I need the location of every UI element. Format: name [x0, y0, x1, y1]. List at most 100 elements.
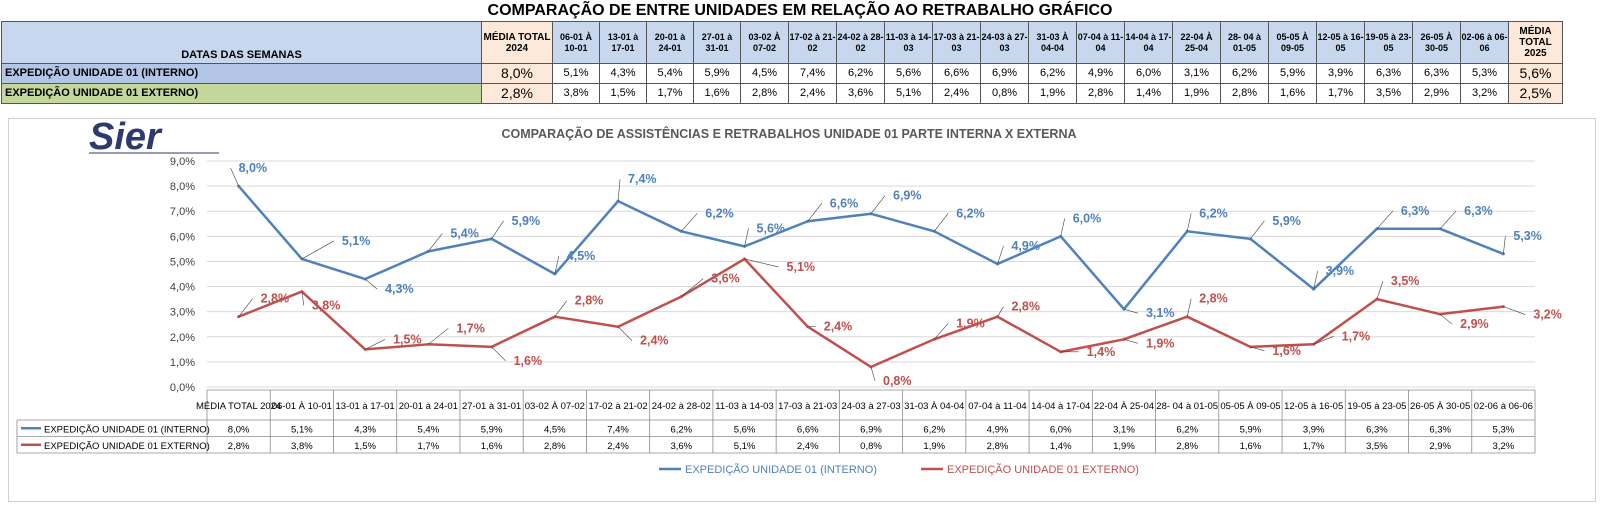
data-label: 3,1% — [1146, 306, 1175, 320]
table-value: 6,3% — [1429, 424, 1451, 435]
data-label-leader — [364, 278, 378, 290]
data-point — [995, 315, 999, 319]
x-category-label: 26-05 À 30-05 — [1410, 401, 1470, 412]
row-week-value: 1,5% — [599, 83, 647, 104]
header-avg-2025: MÉDIA TOTAL 2025 — [1508, 21, 1563, 64]
data-label: 1,6% — [1272, 344, 1301, 358]
data-label-leader — [934, 323, 949, 340]
table-value: 3,8% — [291, 441, 313, 452]
data-label-leader — [617, 326, 633, 341]
x-category-label: 28- 04 à 01-05 — [1156, 401, 1218, 412]
table-value: 3,2% — [1493, 441, 1515, 452]
data-label-leader — [1439, 313, 1453, 325]
row-label: EXPEDIÇÃO UNIDADE 01 EXTERNO) — [1, 83, 482, 104]
table-value: 5,3% — [1493, 424, 1515, 435]
x-category-label: 17-02 à 21-02 — [588, 401, 647, 412]
data-label-leader — [428, 328, 449, 345]
data-label-leader — [681, 278, 704, 297]
header-week: 20-01 à 24-01 — [646, 21, 694, 64]
header-week: 26-05 À 30-05 — [1412, 21, 1461, 64]
data-label: 1,7% — [1342, 329, 1371, 343]
data-label: 2,8% — [575, 294, 604, 308]
x-category-label: 24-02 à 28-02 — [652, 401, 711, 412]
data-label: 3,8% — [312, 299, 341, 313]
x-category-label: 02-06 à 06-06 — [1474, 401, 1533, 412]
row-avg-2024: 2,8% — [481, 83, 553, 104]
header-week: 14-04 à 17-04 — [1124, 21, 1173, 64]
data-label-leader — [301, 240, 335, 260]
data-label-leader — [238, 298, 253, 317]
chart-panel: Sier COMPARAÇÃO DE ASSISTÊNCIAS E RETRABA… — [8, 116, 1596, 502]
data-point — [995, 262, 999, 266]
data-point — [1122, 337, 1126, 341]
table-value: 0,8% — [860, 441, 882, 452]
table-value: 2,4% — [797, 441, 819, 452]
data-label-leader — [1313, 336, 1334, 345]
row-week-value: 5,6% — [884, 63, 933, 84]
data-label: 4,5% — [567, 249, 596, 263]
data-label: 6,2% — [956, 206, 985, 220]
x-category-label: 14-04 à 17-04 — [1031, 401, 1090, 412]
data-label: 1,5% — [393, 332, 422, 346]
data-label-leader — [1503, 235, 1506, 254]
y-tick-label: 5,0% — [170, 256, 195, 268]
row-week-value: 1,7% — [1316, 83, 1365, 104]
row-week-value: 6,0% — [1124, 63, 1173, 84]
table-value: 6,0% — [1050, 424, 1072, 435]
y-tick-label: 7,0% — [170, 206, 195, 218]
row-week-value: 2,8% — [1076, 83, 1125, 104]
data-label: 3,6% — [711, 272, 740, 286]
row-week-value: 5,3% — [1460, 63, 1509, 84]
header-week: 17-03 à 21-03 — [932, 21, 981, 64]
header-week: 17-02 à 21-02 — [788, 21, 837, 64]
data-label-leader — [997, 306, 1004, 317]
table-value: 5,6% — [734, 424, 756, 435]
data-point — [1059, 234, 1063, 238]
table-row: EXPEDIÇÃO UNIDADE 01 EXTERNO) 2,8% 3,8% 1,5… — [1, 83, 1563, 104]
table-value: 4,3% — [354, 424, 376, 435]
y-tick-label: 2,0% — [170, 332, 195, 344]
header-avg-2024: MÉDIA TOTAL 2024 — [481, 21, 553, 64]
data-label-leader — [997, 245, 1004, 265]
table-value: 5,9% — [481, 424, 503, 435]
line-chart: Sier COMPARAÇÃO DE ASSISTÊNCIAS E RETRABA… — [16, 116, 1562, 476]
x-category-label: 19-05 à 23-05 — [1347, 401, 1406, 412]
row-avg-2024: 8,0% — [481, 63, 553, 84]
row-week-value: 3,2% — [1460, 83, 1509, 104]
series-line-externo — [238, 257, 1504, 369]
data-label: 8,0% — [239, 161, 268, 175]
data-label-leader — [491, 346, 506, 362]
row-week-value: 6,3% — [1412, 63, 1461, 84]
data-label-leader — [1376, 281, 1384, 300]
data-label-leader — [870, 195, 886, 214]
header-week: 02-06 à 06-06 — [1460, 21, 1509, 64]
row-week-value: 6,3% — [1364, 63, 1413, 84]
table-value: 1,6% — [481, 441, 503, 452]
x-category-label: 11-03 à 14-03 — [715, 401, 773, 412]
row-week-value: 1,6% — [693, 83, 741, 104]
row-week-value: 1,9% — [1028, 83, 1077, 104]
row-week-value: 5,4% — [646, 63, 694, 84]
y-tick-label: 4,0% — [170, 282, 195, 294]
x-category-label: 06-01 À 10-01 — [272, 401, 332, 412]
data-label-leader — [617, 179, 621, 202]
data-label: 2,8% — [1199, 292, 1228, 306]
data-label-leader — [1503, 306, 1526, 315]
data-label-leader — [230, 167, 239, 187]
series-line-interno — [237, 185, 1504, 311]
x-category-label: 27-01 à 31-01 — [462, 401, 521, 412]
data-label-leader — [807, 203, 822, 222]
data-label: 5,9% — [1272, 214, 1301, 228]
data-label-leader — [1123, 339, 1139, 344]
row-week-value: 3,9% — [1316, 63, 1365, 84]
header-week: 24-03 à 27-03 — [980, 21, 1029, 64]
y-tick-label: 3,0% — [170, 307, 195, 319]
header-week: 31-03 À 04-04 — [1028, 21, 1077, 64]
data-label-leader — [301, 291, 305, 306]
legend-label: EXPEDIÇÃO UNIDADE 01 (INTERNO) — [685, 463, 877, 476]
x-category-label: 13-01 à 17-01 — [336, 401, 395, 412]
data-label-leader — [1250, 346, 1265, 352]
header-week: 24-02 à 28-02 — [836, 21, 885, 64]
table-value: 5,1% — [734, 441, 756, 452]
data-label: 6,3% — [1401, 204, 1430, 218]
